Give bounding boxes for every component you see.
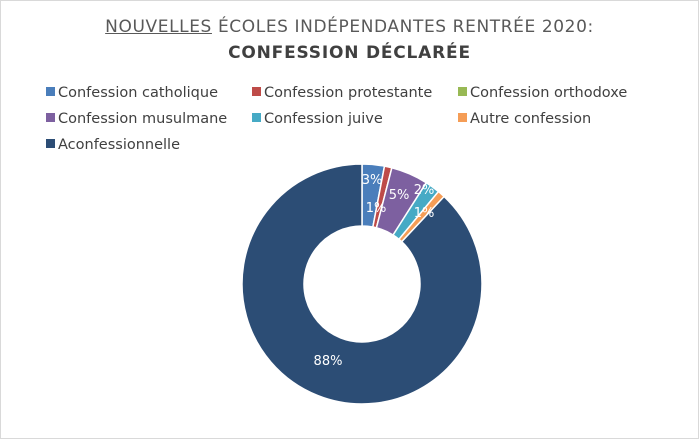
legend-item-protestante: Confession protestante xyxy=(252,84,432,102)
legend-swatch xyxy=(458,87,467,96)
legend-label: Autre confession xyxy=(470,111,592,127)
legend-swatch xyxy=(46,87,55,96)
legend-label: Confession protestante xyxy=(264,85,433,101)
donut-slices xyxy=(241,163,483,405)
legend-label: Confession orthodoxe xyxy=(470,85,628,101)
slice-label-aconfessionnelle: 88% xyxy=(314,354,343,369)
legend-item-autre: Autre confession xyxy=(458,110,591,128)
donut-labels: 3%1%5% 2%1%88% xyxy=(314,173,435,369)
legend-label: Confession juive xyxy=(264,111,383,127)
slice-label-catholique: 3% xyxy=(362,173,383,188)
chart-legend: Confession catholique Confession protest… xyxy=(46,84,686,164)
donut-slice-aconfessionnelle xyxy=(241,163,483,405)
chart-title-underlined: NOUVELLES xyxy=(105,17,212,37)
legend-swatch xyxy=(46,113,55,122)
legend-label: Confession catholique xyxy=(58,85,218,101)
slice-label-juive: 2% xyxy=(414,183,435,198)
legend-swatch xyxy=(458,113,467,122)
slice-label-autre: 1% xyxy=(414,206,435,221)
legend-item-musulmane: Confession musulmane xyxy=(46,110,227,128)
legend-item-catholique: Confession catholique xyxy=(46,84,218,102)
legend-label: Aconfessionnelle xyxy=(58,137,181,153)
legend-swatch xyxy=(252,87,261,96)
chart-subtitle: CONFESSION DÉCLARÉE xyxy=(228,43,471,63)
chart-title: NOUVELLES ÉCOLES INDÉPENDANTES RENTRÉE 2… xyxy=(0,17,699,37)
legend-swatch xyxy=(252,113,261,122)
legend-item-juive: Confession juive xyxy=(252,110,383,128)
legend-item-orthodoxe: Confession orthodoxe xyxy=(458,84,627,102)
slice-label-musulmane: 5% xyxy=(389,188,410,203)
legend-swatch xyxy=(46,139,55,148)
chart-title-rest: ÉCOLES INDÉPENDANTES RENTRÉE 2020: xyxy=(211,17,594,37)
legend-label: Confession musulmane xyxy=(58,111,228,127)
legend-item-aconfessionnelle: Aconfessionnelle xyxy=(46,136,180,154)
slice-label-protestante: 1% xyxy=(366,201,387,216)
